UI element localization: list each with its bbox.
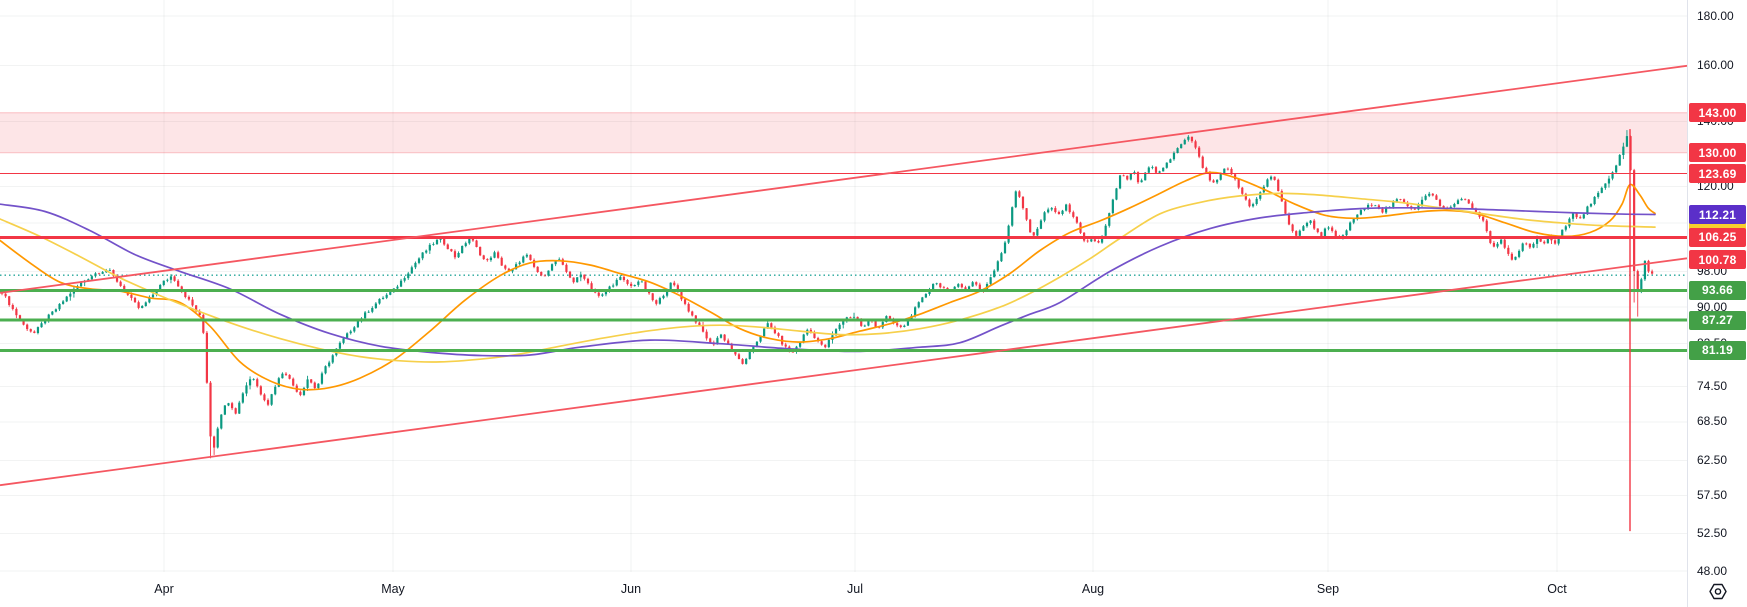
candlestick-series — [0, 130, 1654, 459]
resistance-price-label: 123.69 — [1689, 164, 1746, 184]
axis-settings-gear-icon[interactable] — [1708, 582, 1728, 600]
y-axis-tick: 52.50 — [1697, 526, 1728, 540]
channel-top-trendline[interactable] — [0, 64, 1687, 294]
x-axis-month-label: Jul — [847, 582, 863, 596]
time-axis[interactable]: Apr May Jun Jul Aug Sep Oct — [0, 572, 1687, 607]
support-price-label-81: 81.19 — [1689, 340, 1746, 360]
y-axis-tick: 57.50 — [1697, 487, 1728, 502]
ma-mid-yellow-line[interactable] — [0, 192, 1656, 363]
y-axis-tick: 62.50 — [1697, 452, 1728, 467]
x-axis-month-label: Apr — [154, 582, 174, 596]
supply-zone — [0, 112, 1687, 154]
price-chart-canvas[interactable] — [0, 0, 1687, 572]
channel-bottom-trendline[interactable] — [0, 257, 1687, 487]
resistance-price-label-2: 106.25 — [1689, 227, 1746, 247]
zone-bottom-price-label: 130.00 — [1689, 143, 1746, 163]
y-axis-tick: 48.00 — [1697, 563, 1728, 578]
x-axis-month-label: May — [381, 582, 405, 596]
x-axis-month-label: Sep — [1316, 582, 1340, 596]
grid — [0, 0, 1687, 572]
x-axis-month-label: Aug — [1081, 582, 1105, 596]
y-axis-tick: 90.00 — [1697, 299, 1728, 314]
price-axis[interactable]: 180.00160.00140.00120.00110.0098.0090.00… — [1687, 0, 1747, 607]
y-axis-tick: 180.00 — [1697, 8, 1734, 23]
y-axis-tick: 74.50 — [1697, 379, 1728, 393]
zone-top-price-label: 143.00 — [1689, 103, 1746, 123]
x-axis-month-label: Oct — [1547, 582, 1567, 596]
support-price-label-93: 93.66 — [1689, 280, 1746, 300]
y-axis-tick: 160.00 — [1697, 58, 1734, 72]
y-axis-tick: 68.50 — [1697, 414, 1728, 429]
x-axis-month-label: Jun — [620, 582, 642, 596]
support-price-label-87: 87.27 — [1689, 310, 1746, 330]
ma-purple-value-label: 112.21 — [1689, 205, 1746, 224]
last-price-label: 100.78 — [1689, 250, 1746, 270]
